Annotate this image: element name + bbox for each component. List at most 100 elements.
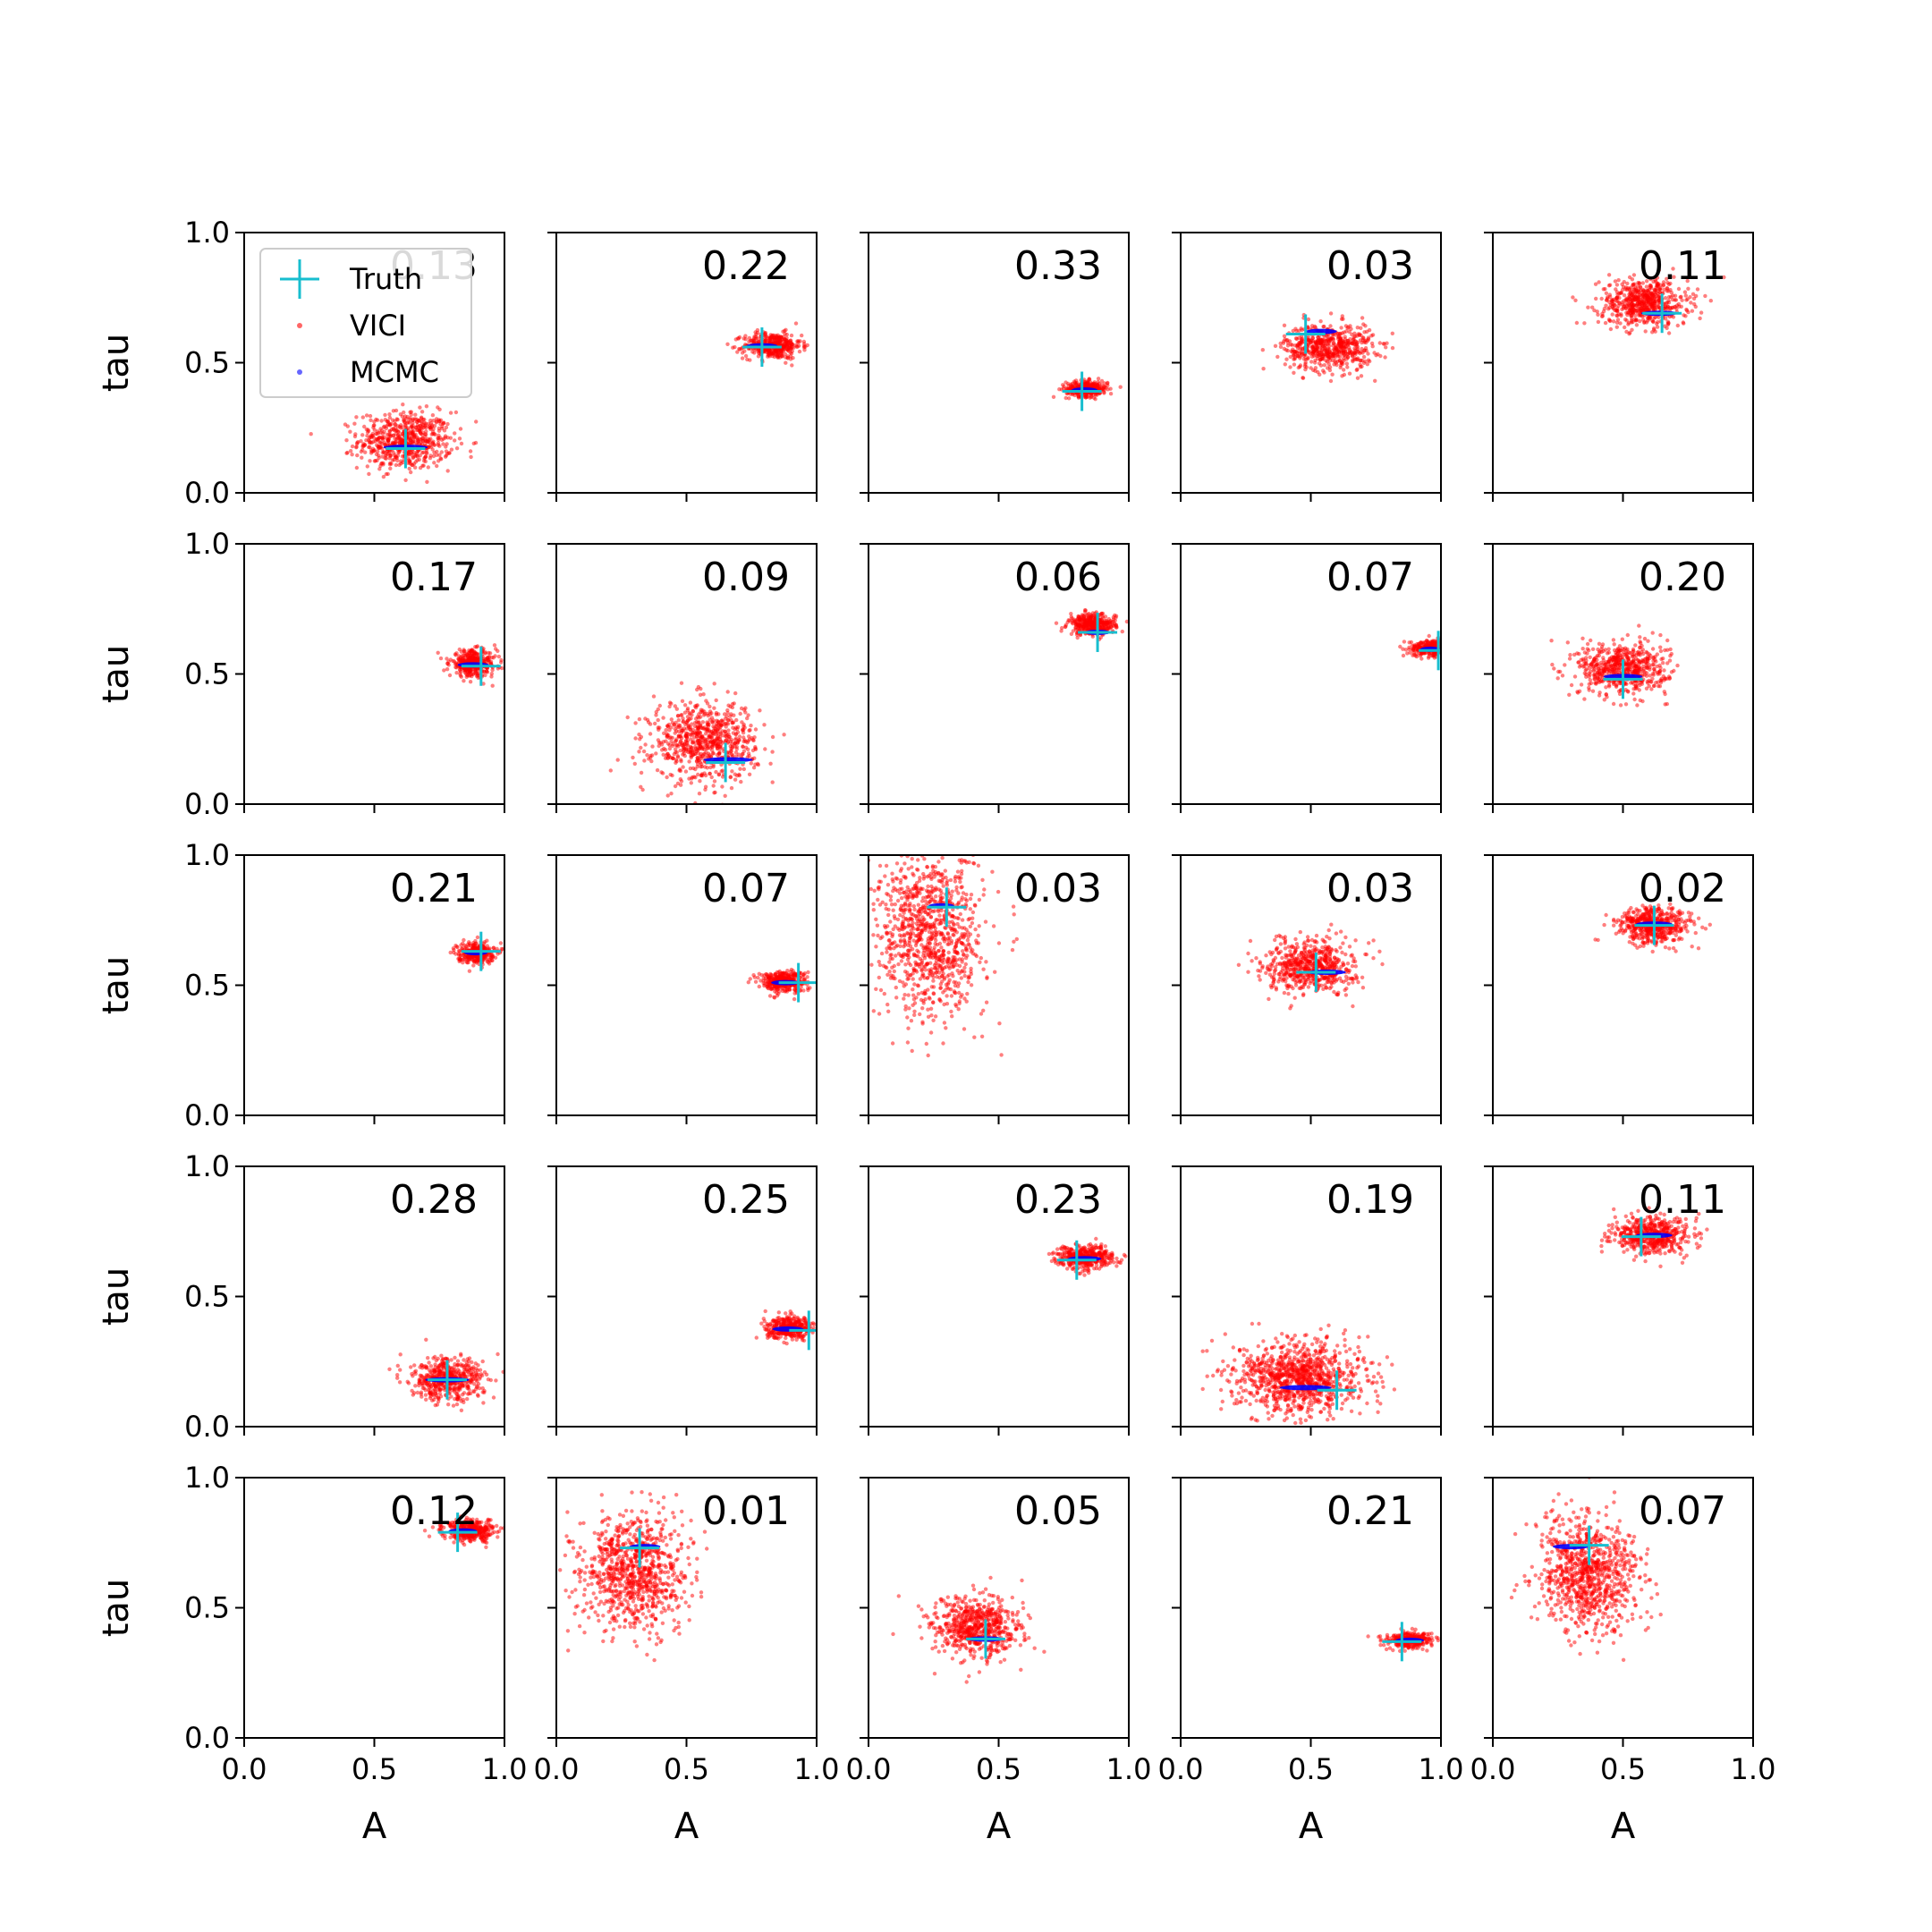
- vici-point: [770, 780, 775, 784]
- vici-point: [711, 763, 716, 767]
- vici-point: [731, 731, 736, 735]
- vici-point: [1630, 316, 1634, 321]
- vici-point: [719, 723, 724, 727]
- vici-point: [1593, 282, 1598, 286]
- vici-point: [492, 643, 497, 648]
- vici-point: [1610, 312, 1614, 317]
- vici-point: [1082, 382, 1088, 386]
- vici-point: [445, 421, 450, 427]
- vici-point: [1384, 345, 1388, 350]
- vici-point: [784, 337, 788, 343]
- vici-point: [752, 351, 757, 355]
- vici-point: [1587, 682, 1592, 686]
- vici-point: [1069, 614, 1074, 619]
- vici-point: [770, 750, 775, 754]
- vici-point: [665, 793, 670, 798]
- vici-point: [1695, 287, 1700, 292]
- vici-point: [650, 753, 655, 758]
- vici-point: [1691, 296, 1697, 301]
- vici-point: [469, 673, 474, 677]
- vici-point: [1637, 300, 1642, 304]
- vici-point: [1596, 312, 1600, 317]
- vici-point: [1282, 323, 1287, 327]
- vici-point: [1633, 313, 1638, 318]
- vici-point: [371, 423, 376, 428]
- vici-point: [1662, 690, 1667, 694]
- vici-point: [670, 773, 674, 778]
- vici-point: [476, 675, 480, 680]
- vici-point: [716, 720, 721, 724]
- vici-point: [469, 454, 473, 460]
- vici-point: [354, 465, 360, 470]
- vici-point: [1390, 345, 1395, 351]
- vici-point: [1300, 347, 1305, 352]
- vici-point: [1585, 641, 1590, 647]
- truth-marker: [1285, 314, 1326, 354]
- vici-point: [785, 354, 791, 359]
- vici-point: [1283, 362, 1288, 367]
- vici-point: [702, 713, 707, 717]
- vici-point: [1569, 682, 1574, 688]
- vici-point: [1623, 297, 1629, 302]
- vici-point: [1331, 354, 1335, 359]
- vici-point: [458, 427, 463, 431]
- vici-point: [1086, 613, 1090, 617]
- vici-point: [344, 451, 349, 455]
- vici-point: [1640, 281, 1646, 285]
- vici-point: [1677, 304, 1682, 309]
- vici-point: [793, 321, 799, 326]
- vici-point: [1411, 650, 1417, 655]
- vici-point: [1292, 370, 1296, 375]
- vici-point: [1670, 306, 1675, 310]
- truth-marker: [386, 428, 426, 469]
- vici-point: [1646, 297, 1650, 301]
- vici-point: [643, 742, 648, 747]
- vici-point: [689, 746, 694, 750]
- vici-point: [689, 716, 693, 721]
- vici-point: [1630, 277, 1635, 282]
- vici-point: [377, 440, 382, 445]
- vici-point: [1347, 329, 1352, 335]
- vici-point: [1285, 338, 1290, 343]
- plot-area: [725, 321, 809, 368]
- vici-point: [701, 692, 706, 697]
- vici-point: [1689, 301, 1693, 305]
- vici-point: [421, 463, 426, 468]
- vici-point: [1658, 632, 1663, 638]
- vici-point: [487, 650, 491, 656]
- vici-point: [1322, 363, 1327, 368]
- vici-point: [1320, 337, 1325, 342]
- y-tick-label: 0.5: [184, 346, 230, 380]
- vici-point: [1338, 336, 1343, 341]
- vici-point: [399, 423, 403, 428]
- vici-point: [1615, 309, 1620, 314]
- vici-point: [1622, 293, 1627, 298]
- vici-point: [1101, 386, 1106, 391]
- vici-point: [1300, 336, 1305, 341]
- vici-point: [409, 470, 413, 475]
- vici-point: [711, 718, 716, 723]
- vici-point: [1722, 275, 1726, 280]
- vici-point: [1603, 320, 1608, 326]
- vici-point: [729, 785, 734, 791]
- vici-point: [1663, 296, 1668, 301]
- vici-point: [720, 768, 724, 773]
- vici-point: [803, 344, 808, 349]
- vici-point: [733, 691, 738, 696]
- vici-point: [746, 747, 750, 751]
- vici-point: [1659, 657, 1664, 662]
- vici-point: [679, 681, 684, 685]
- vici-point: [1325, 349, 1330, 353]
- vici-point: [657, 725, 662, 730]
- vici-point: [711, 740, 716, 744]
- vici-point: [608, 768, 613, 773]
- vici-point: [743, 706, 748, 710]
- vici-point: [1408, 650, 1412, 655]
- vici-point: [685, 743, 691, 748]
- vici-point: [1071, 622, 1075, 626]
- vici-point: [1603, 286, 1607, 292]
- vici-point: [788, 338, 793, 343]
- vici-point: [430, 413, 436, 418]
- vici-point: [427, 437, 432, 443]
